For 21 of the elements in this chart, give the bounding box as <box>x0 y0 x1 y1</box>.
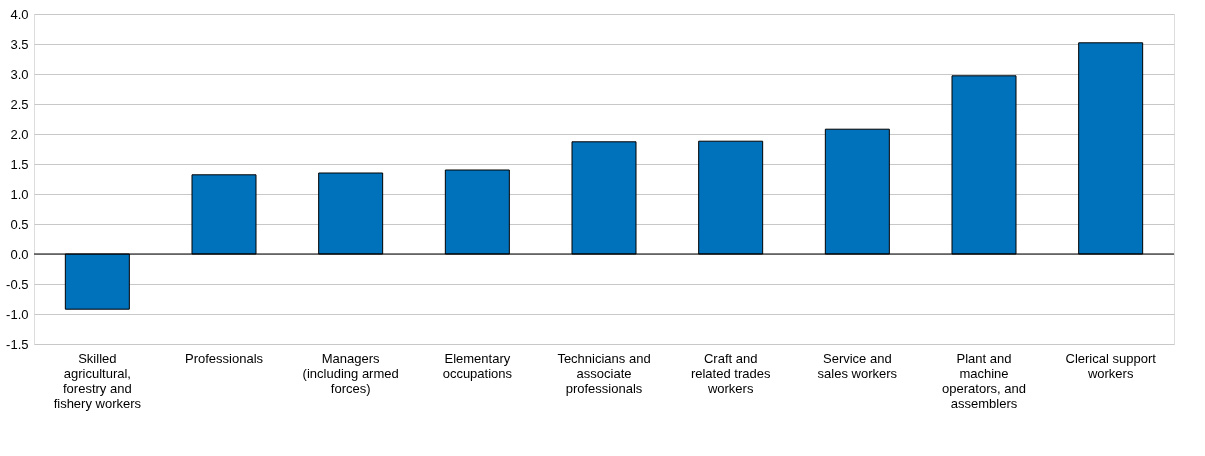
y-tick-label: -1.0 <box>6 306 29 322</box>
y-tick-label: 1.5 <box>10 156 29 172</box>
x-tick-label: Professionals <box>184 350 264 366</box>
y-tick-label: 3.0 <box>10 66 29 82</box>
y-tick-label: -0.5 <box>6 276 29 292</box>
y-tick-label: 1.0 <box>10 186 29 202</box>
x-tick-label: Skilled agricultural, forestry and fishery workers <box>53 350 142 411</box>
y-tick-label: 2.5 <box>10 96 29 112</box>
y-tick-label: 0.5 <box>10 216 29 232</box>
x-tick-label: Craft and related trades workers <box>690 350 771 396</box>
y-tick-label: 4.0 <box>10 6 29 22</box>
y-tick-label: 3.5 <box>10 36 29 52</box>
x-tick-label: Managers (including armed forces) <box>302 350 399 396</box>
x-tick-label: Technicians and associate professionals <box>557 350 651 396</box>
x-tick-label: Service and sales workers <box>817 350 898 381</box>
x-tick-label: Clerical support workers <box>1065 350 1157 381</box>
x-tick-label: Elementary occupations <box>442 350 513 381</box>
y-tick-label: -1.5 <box>6 336 29 352</box>
y-tick-label: 2.0 <box>10 126 29 142</box>
y-tick-label: 0.0 <box>10 246 29 262</box>
x-tick-label: Plant and machine operators, and assemblers <box>942 350 1026 411</box>
